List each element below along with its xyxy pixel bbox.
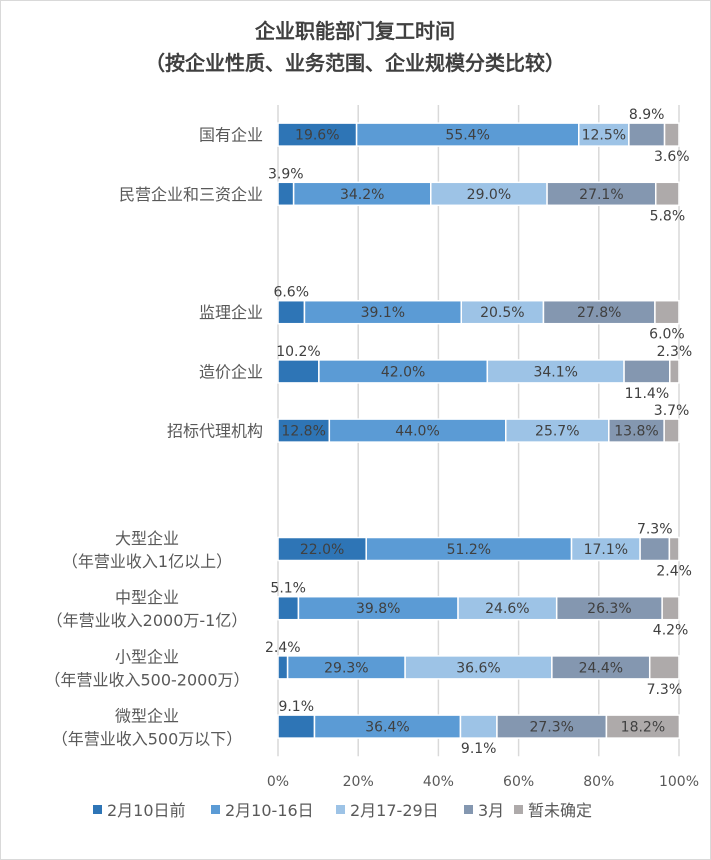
data-label: 34.2% [340, 187, 384, 203]
data-label: 6.0% [649, 327, 685, 343]
x-tick-label: 80% [583, 774, 614, 790]
data-label: 55.4% [445, 128, 489, 144]
chart-title: 企业职能部门复工时间 [254, 19, 455, 43]
bar-segment [663, 122, 680, 147]
data-label: 25.7% [535, 424, 579, 440]
category-label: 招标代理机构 [167, 422, 263, 441]
data-label: 2.4% [265, 640, 301, 656]
bar-segment [623, 359, 671, 384]
data-label: 34.1% [533, 364, 577, 380]
bar-segment [663, 418, 680, 443]
category-sublabel: （年营业收入1亿以上） [62, 552, 232, 571]
data-label: 19.6% [295, 128, 339, 144]
bar-segment [277, 714, 316, 739]
legend-label: 3月 [478, 801, 504, 820]
category-label: 民营企业和三资企业 [119, 185, 263, 204]
data-label: 3.6% [654, 149, 690, 165]
data-label: 27.3% [529, 720, 573, 736]
category-label: 造价企业 [199, 362, 263, 381]
bar-segment [648, 655, 680, 680]
x-tick-label: 40% [423, 774, 454, 790]
data-label: 12.5% [582, 128, 626, 144]
data-label: 42.0% [381, 364, 425, 380]
data-label: 17.1% [584, 542, 628, 558]
bar-segment [628, 122, 666, 147]
data-label: 36.6% [456, 660, 500, 676]
data-label: 13.8% [614, 424, 658, 440]
category-label: 大型企业 [115, 529, 179, 548]
category-sublabel: （年营业收入500-2000万） [44, 670, 249, 689]
bar-segment [654, 181, 680, 207]
category-label: 微型企业 [115, 707, 179, 726]
legend-swatch [93, 805, 102, 814]
data-label: 2.3% [657, 344, 693, 360]
data-label: 39.8% [356, 601, 400, 617]
data-label: 5.1% [270, 581, 306, 597]
data-label: 2.4% [656, 564, 692, 580]
data-label: 12.8% [281, 424, 325, 440]
bar-segment [661, 595, 680, 621]
x-tick-label: 0% [267, 774, 289, 790]
data-label: 11.4% [625, 386, 669, 402]
legend-swatch [336, 805, 345, 814]
bar-segment [277, 595, 300, 621]
data-label: 24.6% [485, 601, 529, 617]
data-label: 3.7% [654, 403, 690, 419]
legend-label: 2月10日前 [107, 801, 186, 820]
data-label: 36.4% [365, 720, 409, 736]
category-label: 小型企业 [115, 647, 179, 666]
data-label: 5.8% [650, 208, 686, 224]
bar-segment [669, 359, 680, 384]
data-label: 6.6% [273, 285, 309, 301]
data-label: 9.1% [278, 699, 314, 715]
data-label: 27.1% [579, 187, 623, 203]
category-label: 中型企业 [115, 588, 179, 607]
data-label: 20.5% [480, 305, 524, 321]
data-label: 22.0% [300, 542, 344, 558]
bar-segment [654, 299, 680, 325]
legend-label: 暂未确定 [528, 801, 592, 820]
category-sublabel: （年营业收入2000万-1亿） [47, 611, 248, 630]
bar-segment [277, 299, 306, 325]
legend-swatch [211, 805, 220, 814]
data-label: 24.4% [579, 660, 623, 676]
chart-title: （按企业性质、业务范围、企业规模分类比较） [145, 51, 565, 75]
data-label: 10.2% [276, 344, 320, 360]
data-label: 7.3% [637, 522, 673, 538]
bar-segment [668, 536, 680, 562]
data-label: 3.9% [268, 166, 304, 182]
legend-label: 2月10-16日 [225, 801, 314, 820]
bar-segment [605, 714, 681, 739]
data-label: 4.2% [653, 623, 689, 639]
x-tick-label: 60% [503, 774, 534, 790]
category-label: 国有企业 [199, 126, 263, 145]
category-sublabel: （年营业收入500万以下） [52, 730, 243, 749]
data-label: 7.3% [647, 682, 683, 698]
data-label: 9.1% [461, 741, 497, 757]
bar-segment [459, 714, 498, 739]
bar-segment [277, 181, 295, 207]
legend-label: 2月17-29日 [350, 801, 439, 820]
bar-segment [639, 536, 671, 562]
data-label: 27.8% [577, 305, 621, 321]
data-label: 29.0% [467, 187, 511, 203]
x-tick-label: 20% [343, 774, 374, 790]
data-label: 29.3% [324, 660, 368, 676]
data-label: 39.1% [361, 305, 405, 321]
legend-swatch [464, 805, 473, 814]
bar-segment [277, 655, 289, 680]
data-label: 18.2% [621, 720, 665, 736]
data-label: 44.0% [395, 424, 439, 440]
data-label: 51.2% [447, 542, 491, 558]
data-label: 8.9% [629, 107, 665, 123]
x-tick-label: 100% [659, 774, 699, 790]
bar-segment [277, 359, 320, 384]
legend-swatch [514, 805, 523, 814]
data-label: 26.3% [587, 601, 631, 617]
category-label: 监理企业 [199, 303, 263, 322]
